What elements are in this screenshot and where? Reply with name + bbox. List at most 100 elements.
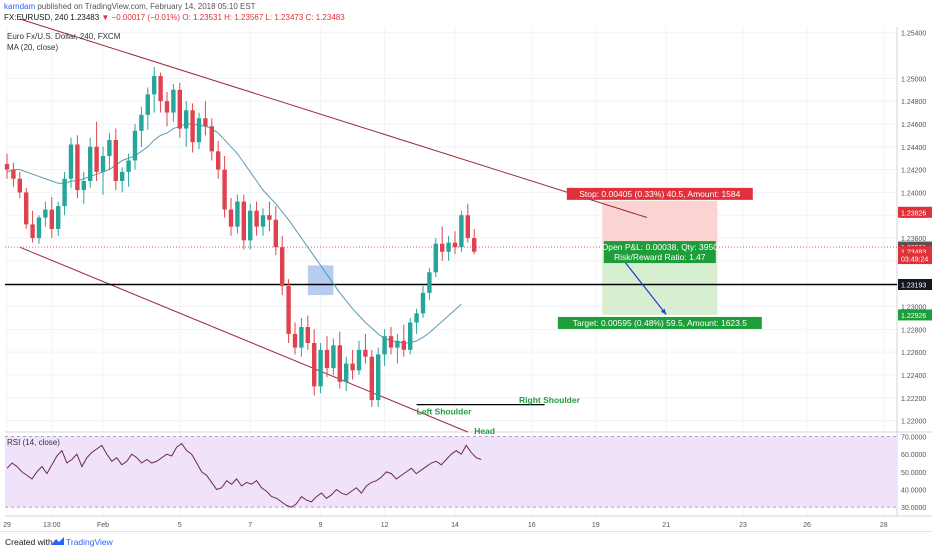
time-tick-label: 16 [528,522,536,529]
candle-down [75,144,80,191]
price-tick-label: 1.24800 [901,99,926,106]
chart-canvas[interactable]: Stop: 0.00405 (0.33%) 40.5, Amount: 1584… [0,0,932,531]
publish-info: published on TradingView.com, February 1… [37,2,256,11]
candle-down [324,349,330,369]
candle-down [452,242,458,248]
time-tick-label: 7 [248,522,252,529]
candle-down [216,151,221,170]
price-marker-label: 1.23193 [901,282,926,289]
pattern-annotation: Right Shoulder [519,395,581,405]
rsi-tick-label: 70.0000 [901,435,926,442]
price-tick-label: 1.22800 [901,327,926,334]
price-tick-label: 1.23000 [901,305,926,312]
candle-down [241,201,246,241]
candle-down [292,333,298,348]
candle-down [49,209,54,229]
candles [4,66,477,407]
candle-up [152,76,157,95]
candle-down [190,110,195,143]
last-price: 1.23483 [70,13,100,22]
overlays: Stop: 0.00405 (0.33%) 40.5, Amount: 1584… [417,187,762,436]
candle-up [88,146,93,182]
candle-down [388,336,394,348]
candle-up [43,209,48,218]
candle-up [62,178,67,207]
candle-down [94,146,99,172]
candle-down [177,89,182,129]
target-label-bg [557,316,762,329]
price-tick-label: 1.22400 [901,373,926,380]
candle-up [344,363,349,382]
price-tick-label: 1.25400 [901,31,926,38]
candle-down [209,126,214,152]
candle-up [331,345,336,369]
candle-down [222,169,227,210]
channel-upper-line [19,18,648,218]
rsi-band [5,436,897,508]
symbol-header: FX:EURUSD, 240 1.23483 ▼ −0.00017 (−0.01… [4,13,345,22]
candle-up [145,94,150,115]
candle-down [363,349,368,357]
rsi-legend[interactable]: RSI (14, close) [7,438,60,447]
rsi-tick-label: 60.0000 [901,452,926,459]
author-link[interactable]: karndam [4,2,36,11]
price-tick-label: 1.22600 [901,350,926,357]
candle-down [158,76,163,102]
time-tick-label: 19 [592,522,600,529]
tradingview-logo-icon [52,537,64,545]
price-tick-label: 1.22200 [901,396,926,403]
candle-up [235,201,240,227]
candle-down [305,327,310,344]
candle-up [356,349,362,371]
price-marker-bg [898,278,932,290]
candle-up [318,349,323,387]
time-tick-label: 23 [739,522,747,529]
rsi-tick-label: 30.0000 [901,505,926,512]
candle-down [440,243,445,252]
time-tick-label: 12 [381,522,389,529]
candle-up [126,160,131,172]
price-tick-label: 1.24600 [901,122,926,129]
candle-up [132,130,138,161]
price-marker-bg [898,309,932,321]
candle-up [395,340,400,348]
arrow-head-icon [660,308,667,315]
candle-up [260,215,266,227]
rsi-reference-lines [5,436,897,508]
candle-down [337,345,342,382]
candle-down [472,238,477,252]
time-tick-label: 28 [880,522,888,529]
footer: Created with TradingView [0,531,932,551]
tradingview-brand[interactable]: TradingView [66,537,113,547]
candle-up [171,89,176,113]
candle-down [30,224,35,239]
candle-down [164,101,170,113]
open-pl-label: Open P&L: 0.00038, Qty: 3950 [602,242,719,252]
price-marker-label: 03:49:24 [901,257,928,264]
candle-up [299,327,304,348]
stop-label: Stop: 0.00405 (0.33%) 40.5, Amount: 1584 [579,189,740,199]
ohlc-values: O: 1.23531 H: 1.23567 L: 1.23473 C: 1.23… [182,13,345,22]
chart-lines [5,18,897,508]
pattern-annotation: Head [474,426,495,436]
candle-up [56,206,61,229]
candle-up [36,217,42,239]
time-axis: 29 13:00 Feb 5 7 9 12 14 16 19 21 23 26 28 [3,522,888,529]
price-marker-label: 1.23826 [901,210,926,217]
time-tick-label: 13:00 [43,522,61,529]
ma-legend[interactable]: MA (20, close) [7,43,59,52]
price-axis: 1.25400 1.25000 1.24800 1.24600 1.24400 1.242… [898,31,932,512]
candle-down [465,215,470,239]
candle-up [248,210,253,241]
candle-up [427,272,432,293]
symbol-label: FX:EURUSD, 240 [4,13,69,22]
time-tick-label: 21 [662,522,670,529]
instrument-legend[interactable]: Euro Fx/U.S. Dollar, 240, FXCM [7,32,121,41]
candle-up [184,110,189,129]
candle-down [312,343,317,387]
candle-up [196,118,202,143]
price-tick-label: 1.24000 [901,190,926,197]
candle-down [11,169,16,179]
price-tick-label: 1.24400 [901,145,926,152]
time-tick-label: 5 [178,522,182,529]
